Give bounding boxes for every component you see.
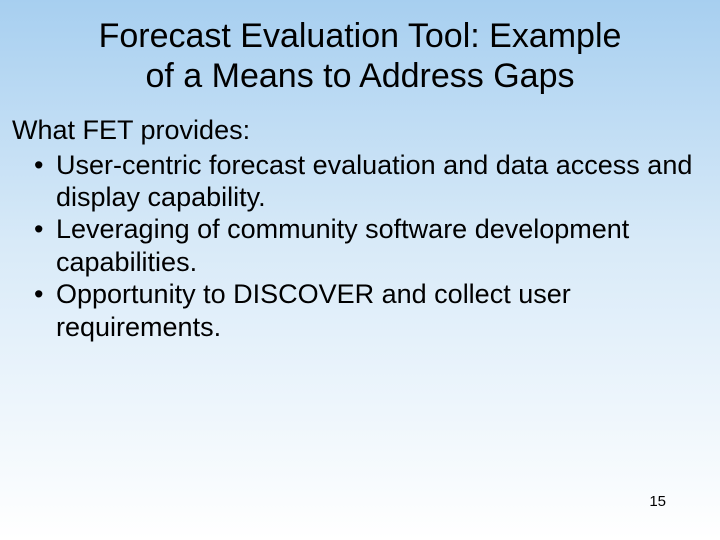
bullet-text: Leveraging of community software develop… — [56, 214, 629, 276]
page-number: 15 — [649, 493, 666, 510]
slide: Forecast Evaluation Tool: Example of a M… — [0, 0, 720, 540]
slide-title: Forecast Evaluation Tool: Example of a M… — [0, 0, 720, 96]
slide-body: What FET provides: User-centric forecast… — [0, 96, 720, 343]
bullet-text: Opportunity to DISCOVER and collect user… — [56, 279, 571, 341]
intro-text: What FET provides: — [12, 114, 708, 146]
bullet-text: User-centric forecast evaluation and dat… — [56, 150, 692, 212]
list-item: Leveraging of community software develop… — [34, 213, 708, 278]
list-item: User-centric forecast evaluation and dat… — [34, 149, 708, 214]
list-item: Opportunity to DISCOVER and collect user… — [34, 278, 708, 343]
bullet-list: User-centric forecast evaluation and dat… — [12, 149, 708, 343]
title-line-1: Forecast Evaluation Tool: Example — [99, 17, 622, 55]
title-line-2: of a Means to Address Gaps — [145, 57, 574, 95]
